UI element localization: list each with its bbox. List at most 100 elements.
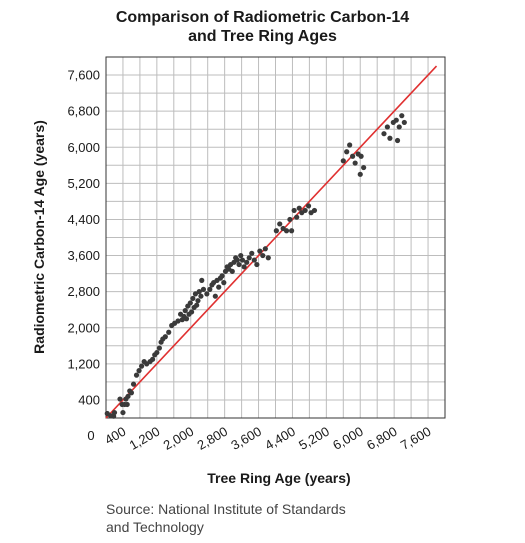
y-tick-label: 4,400 <box>67 212 100 227</box>
data-point <box>241 264 247 270</box>
data-point <box>187 300 193 306</box>
data-point <box>249 250 255 256</box>
data-point <box>358 153 364 159</box>
data-point <box>393 117 399 123</box>
data-point <box>361 164 367 171</box>
data-point <box>236 261 242 268</box>
data-point <box>294 214 300 220</box>
data-point <box>124 401 130 408</box>
source-note: Source: National Institute of Standards … <box>106 500 346 536</box>
y-tick-label: 2,800 <box>67 284 100 299</box>
data-point <box>262 246 268 252</box>
reference-line-group <box>105 65 438 419</box>
data-point <box>120 409 126 416</box>
data-point <box>183 316 190 322</box>
x-tick-label: 1,200 <box>127 424 163 453</box>
data-point <box>156 345 162 351</box>
data-point <box>283 228 290 234</box>
data-point <box>401 119 407 126</box>
data-point <box>216 284 222 290</box>
y-tick-label: 400 <box>78 392 100 407</box>
data-point <box>190 295 196 302</box>
data-point <box>350 153 356 159</box>
data-point <box>251 257 257 263</box>
y-tick-labels: 400 1,200 2,000 2,800 3,600 4,400 5,200 6,000 6,… <box>67 68 100 408</box>
data-point <box>291 207 297 214</box>
data-point <box>246 255 252 261</box>
data-point <box>357 171 363 177</box>
scatter-chart: 4001,2002,0002,8003,6004,4005,2006,0006,… <box>31 56 446 486</box>
x-tick-label: 6,800 <box>364 424 400 453</box>
data-point <box>162 334 168 340</box>
data-point <box>381 131 387 137</box>
data-point <box>192 291 199 297</box>
data-point <box>154 349 160 356</box>
data-point <box>344 149 350 155</box>
plot-frame <box>105 56 446 419</box>
data-point <box>352 160 358 166</box>
data-point <box>394 137 401 144</box>
data-point <box>254 261 260 268</box>
data-point <box>136 368 142 374</box>
data-point <box>175 318 181 324</box>
x-tick-label: 3,600 <box>228 424 264 453</box>
data-point <box>207 286 213 292</box>
data-point <box>244 259 250 265</box>
data-point <box>182 308 188 314</box>
data-point <box>239 257 246 263</box>
data-point <box>221 280 227 286</box>
chart-title: Comparison of Radiometric Carbon-14 and … <box>0 8 525 46</box>
y-tick-label: 7,600 <box>67 68 100 83</box>
data-point <box>195 298 201 304</box>
data-point <box>229 268 235 274</box>
data-point <box>257 248 263 254</box>
y-tick-label: 3,600 <box>67 248 100 263</box>
data-point <box>238 252 244 259</box>
data-point <box>199 277 205 283</box>
y-tick-label: 2,000 <box>67 320 100 335</box>
y-tick-label: 6,800 <box>67 104 100 119</box>
x-tick-label: 2,800 <box>194 424 230 453</box>
x-tick-label: 2,000 <box>161 424 197 453</box>
x-axis-title: Tree Ring Age (years) <box>207 470 350 486</box>
data-point <box>305 203 312 209</box>
data-point <box>188 309 195 315</box>
x-tick-label: 6,000 <box>330 424 366 453</box>
data-point <box>219 273 225 279</box>
data-point <box>399 113 405 119</box>
data-point <box>302 207 308 214</box>
data-point <box>125 393 131 399</box>
data-point <box>384 124 390 130</box>
data-points <box>104 113 407 419</box>
y-tick-label: 5,200 <box>67 176 100 191</box>
y-axis-title: Radiometric Carbon-14 Age (years) <box>31 120 47 354</box>
data-point <box>289 228 295 234</box>
data-point <box>277 221 283 227</box>
data-point <box>150 356 156 362</box>
data-point <box>347 142 353 148</box>
data-point <box>287 216 293 223</box>
data-point <box>204 291 210 297</box>
data-point <box>396 124 402 130</box>
data-point <box>200 286 207 292</box>
data-point <box>311 207 318 214</box>
data-point <box>196 289 202 295</box>
data-point <box>260 252 266 259</box>
data-point <box>133 372 140 378</box>
y-tick-label: 6,000 <box>67 140 100 155</box>
data-point <box>265 255 271 261</box>
data-point <box>194 302 200 308</box>
source-line-2: and Technology <box>106 519 204 535</box>
origin-label: 0 <box>87 428 94 443</box>
data-point <box>111 413 117 419</box>
y-tick-label: 1,200 <box>67 356 100 371</box>
data-point <box>128 390 135 396</box>
data-point <box>130 381 137 387</box>
data-point <box>166 329 172 335</box>
data-point <box>138 363 145 369</box>
x-tick-label: 4,400 <box>262 424 298 453</box>
reference-line <box>105 65 438 419</box>
x-tick-label: 5,200 <box>296 424 332 453</box>
chart-title-line-2: and Tree Ring Ages <box>188 28 337 45</box>
data-point <box>198 293 204 299</box>
